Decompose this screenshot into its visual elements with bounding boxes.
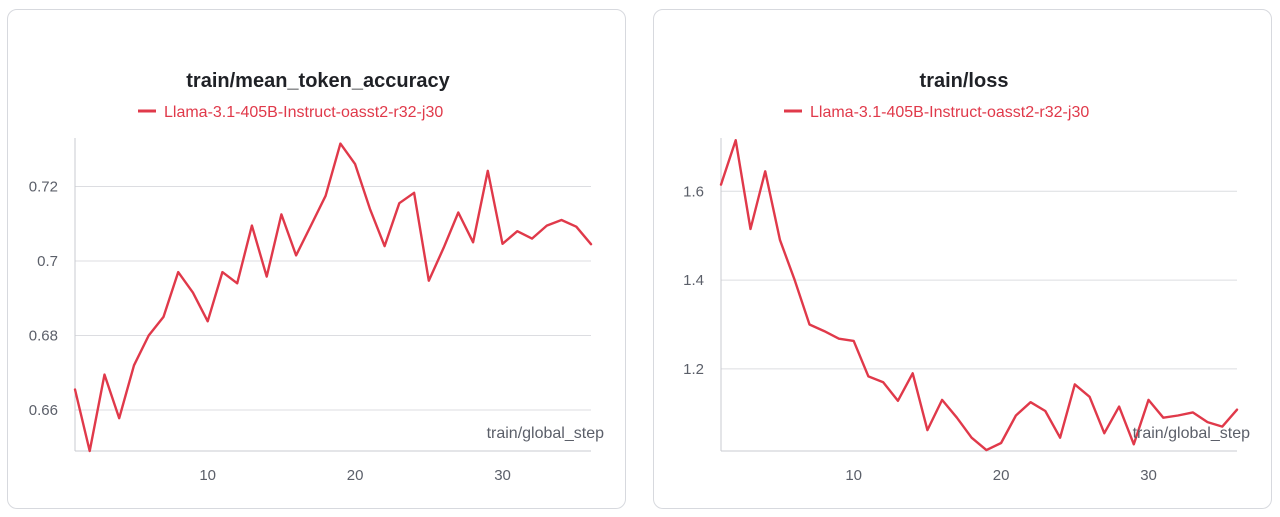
- y-tick-label: 1.4: [683, 272, 704, 289]
- y-tick-label: 1.2: [683, 361, 704, 378]
- x-tick-label: 10: [199, 467, 216, 484]
- x-tick-label: 20: [993, 467, 1010, 484]
- legend-entry[interactable]: Llama-3.1-405B-Instruct-oasst2-r32-j30: [810, 104, 1089, 121]
- chart-title: train/mean_token_accuracy: [186, 70, 450, 92]
- y-tick-label: 0.68: [29, 327, 58, 344]
- chart-title: train/loss: [920, 70, 1009, 92]
- x-tick-label: 20: [347, 467, 364, 484]
- y-tick-label: 0.7: [37, 253, 58, 270]
- series-line[interactable]: [73, 142, 593, 453]
- series-line[interactable]: [719, 138, 1239, 452]
- chart-svg: train/loss Llama-3.1-405B-Instruct-oasst…: [683, 70, 1251, 484]
- chart-panel-loss: train/loss Llama-3.1-405B-Instruct-oasst…: [653, 9, 1272, 509]
- x-tick-label: 10: [845, 467, 862, 484]
- chart-panel-mean-token-accuracy: train/mean_token_accuracy Llama-3.1-405B…: [7, 9, 626, 509]
- y-tick-label: 0.72: [29, 178, 58, 195]
- y-tick-label: 0.66: [29, 402, 58, 419]
- x-axis-label: train/global_step: [487, 425, 605, 442]
- x-tick-label: 30: [494, 467, 511, 484]
- x-axis-label: train/global_step: [1133, 425, 1251, 442]
- chart-svg: train/mean_token_accuracy Llama-3.1-405B…: [29, 70, 605, 484]
- y-tick-label: 1.6: [683, 183, 704, 200]
- x-tick-label: 30: [1140, 467, 1157, 484]
- legend-entry[interactable]: Llama-3.1-405B-Instruct-oasst2-r32-j30: [164, 104, 443, 121]
